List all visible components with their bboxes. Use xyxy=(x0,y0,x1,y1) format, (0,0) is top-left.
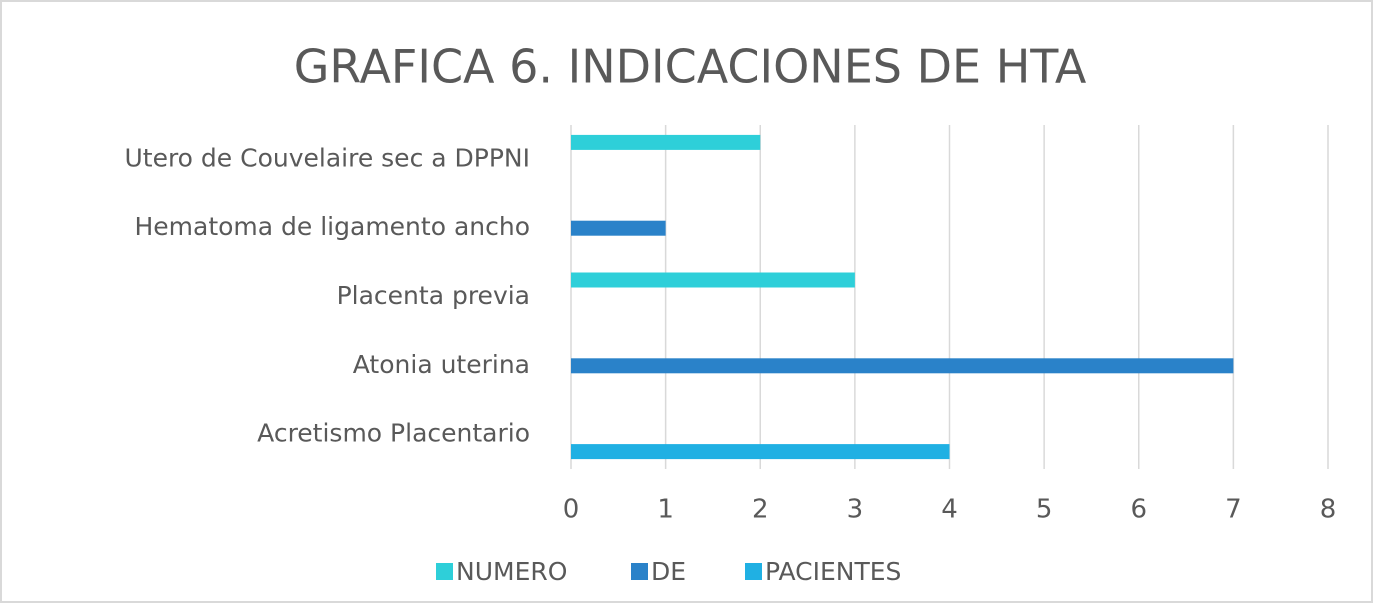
x-tick-label: 2 xyxy=(752,495,769,525)
bar xyxy=(571,444,950,460)
chart-title: GRAFICA 6. INDICACIONES DE HTA xyxy=(294,40,1087,94)
bar xyxy=(571,220,666,236)
x-tick-label: 5 xyxy=(1036,495,1053,525)
y-tick-label: Atonia uterina xyxy=(353,350,530,379)
x-tick-label: 3 xyxy=(847,495,864,525)
x-tick-label: 7 xyxy=(1225,495,1242,525)
legend-label: PACIENTES xyxy=(765,557,901,586)
legend-label: NUMERO xyxy=(456,557,567,586)
x-tick-label: 1 xyxy=(657,495,674,525)
legend-label: DE xyxy=(651,557,686,586)
legend-swatch xyxy=(745,563,762,580)
y-tick-label: Placenta previa xyxy=(337,281,530,310)
legend-swatch xyxy=(631,563,648,580)
x-tick-label: 4 xyxy=(941,495,958,525)
legend-swatch xyxy=(436,563,453,580)
x-tick-label: 6 xyxy=(1130,495,1147,525)
bar xyxy=(571,272,855,288)
bar xyxy=(571,134,761,150)
y-tick-label: Hematoma de ligamento ancho xyxy=(134,212,530,241)
bar xyxy=(571,358,1234,374)
y-tick-label: Utero de Couvelaire sec a DPPNI xyxy=(124,143,530,172)
x-tick-label: 0 xyxy=(563,495,580,525)
x-tick-label: 8 xyxy=(1320,495,1337,525)
y-tick-label: Acretismo Placentario xyxy=(257,419,530,448)
